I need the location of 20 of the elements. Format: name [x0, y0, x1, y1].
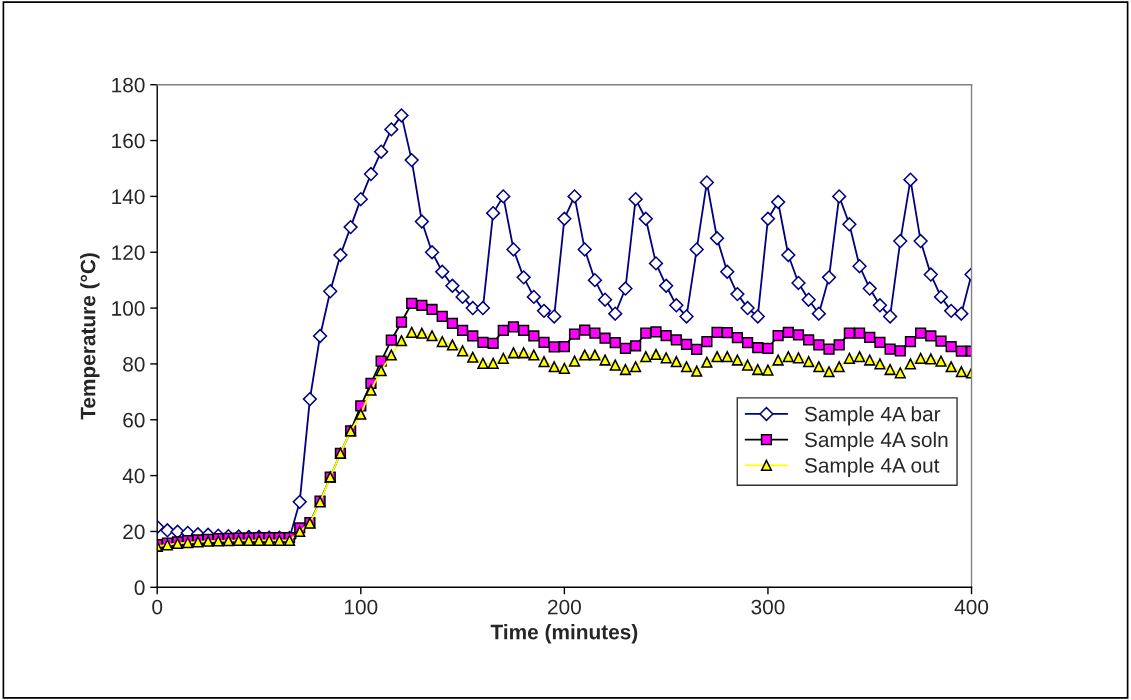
x-tick-label: 100	[345, 599, 378, 615]
y-tick-label: 80	[123, 356, 145, 372]
x-tick-label: 0	[152, 599, 163, 615]
x-tick-label: 400	[954, 599, 989, 615]
legend-label: Sample 4A bar	[804, 406, 941, 426]
y-axis-title: Temperature (°C)	[80, 253, 100, 420]
x-tick-label: 200	[548, 599, 581, 615]
y-tick-label: 40	[122, 468, 145, 484]
y-tick-label: 180	[112, 77, 145, 93]
y-tick-label: 120	[112, 245, 145, 260]
y-tick-label: 140	[112, 189, 145, 205]
legend-label: Sample 4A out	[804, 457, 940, 477]
x-tick-label: 300	[751, 599, 785, 615]
legend-label: Sample 4A soln	[804, 431, 948, 452]
y-tick-label: 60	[123, 412, 145, 428]
y-tick-label: 20	[123, 524, 145, 540]
y-tick-label: 0	[134, 580, 145, 596]
y-tick-label: 160	[112, 133, 145, 149]
x-axis-title: Time (minutes)	[490, 624, 638, 644]
y-tick-label: 100	[112, 301, 145, 316]
